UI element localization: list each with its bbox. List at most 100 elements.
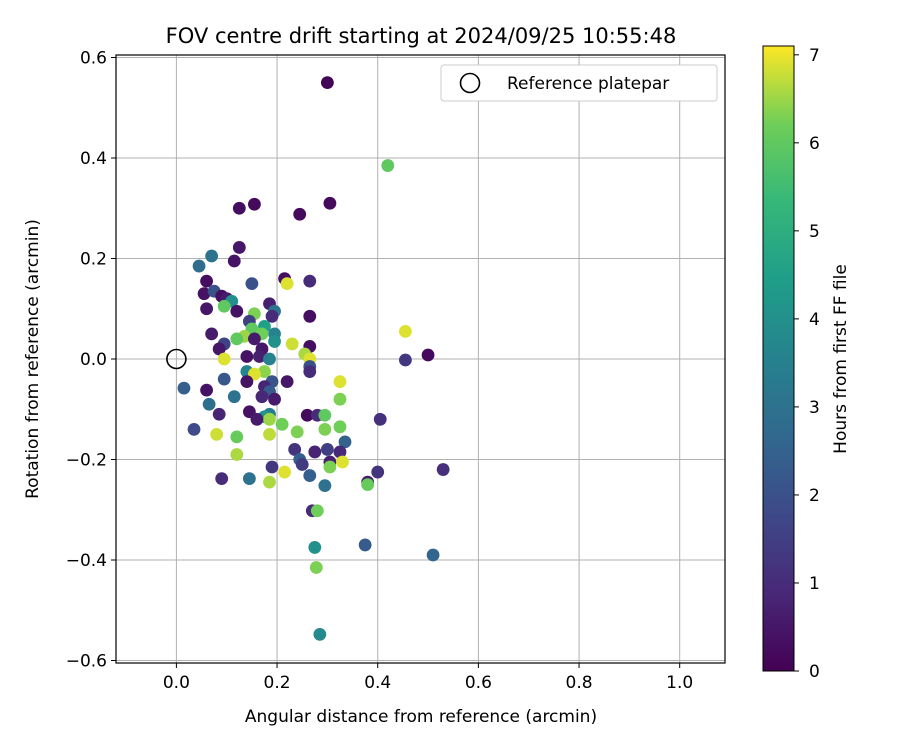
- data-point: [290, 425, 304, 439]
- legend-box: [440, 64, 718, 102]
- colorbar-tick-label: 2: [809, 486, 820, 506]
- data-point: [227, 390, 241, 404]
- data-point: [200, 302, 213, 316]
- data-point: [248, 197, 261, 211]
- data-point: [323, 460, 337, 474]
- data-point: [333, 445, 347, 459]
- data-point: [381, 159, 395, 172]
- data-point: [320, 76, 334, 90]
- data-point: [217, 352, 231, 366]
- colorbar-tick-label: 1: [809, 574, 820, 594]
- data-point: [205, 327, 219, 341]
- data-point: [202, 397, 216, 411]
- data-point: [421, 348, 435, 362]
- data-point: [285, 337, 299, 351]
- x-tick-label: 0.6: [465, 673, 492, 693]
- chart-title: FOV centre drift starting at 2024/09/25 …: [166, 24, 677, 48]
- data-point: [232, 241, 246, 254]
- grid-lines: [116, 55, 725, 663]
- x-tick-label: 0.8: [566, 673, 593, 693]
- data-point: [373, 412, 387, 426]
- data-point: [212, 342, 226, 356]
- data-point: [187, 422, 201, 436]
- data-point: [310, 504, 324, 518]
- data-point: [197, 287, 211, 301]
- data-point: [268, 392, 281, 406]
- x-axis-ticks: 0.0 0.2 0.4 0.6 0.8 1.0: [163, 663, 693, 693]
- data-point: [275, 417, 289, 431]
- data-point: [295, 458, 309, 471]
- data-point: [333, 375, 347, 389]
- colorbar-tick-label: 7: [809, 46, 820, 66]
- data-point: [263, 427, 276, 441]
- x-tick-label: 1.0: [666, 673, 693, 693]
- data-point: [313, 627, 327, 641]
- data-point: [323, 196, 337, 210]
- data-point: [303, 469, 317, 482]
- data-point: [263, 352, 276, 366]
- data-point: [242, 472, 256, 485]
- data-point: [303, 365, 317, 378]
- x-tick-label: 0.4: [364, 673, 391, 693]
- data-point: [288, 443, 302, 456]
- data-point: [358, 538, 372, 552]
- data-point: [255, 390, 269, 404]
- colorbar-tick-label: 0: [809, 662, 820, 682]
- y-tick-label: 0.2: [80, 250, 107, 270]
- data-point: [258, 365, 271, 378]
- data-point: [200, 383, 213, 397]
- data-point: [426, 548, 440, 562]
- data-point: [303, 309, 317, 323]
- data-point: [278, 465, 292, 479]
- data-point: [336, 455, 349, 469]
- data-point: [300, 408, 314, 422]
- data-point: [227, 254, 241, 268]
- data-point: [361, 478, 375, 492]
- x-tick-label: 0.0: [163, 673, 190, 693]
- data-point: [399, 324, 412, 338]
- data-point: [399, 353, 412, 367]
- data-point: [308, 445, 322, 459]
- y-tick-label: 0.0: [80, 350, 107, 370]
- data-point: [177, 381, 191, 395]
- colorbar-gradient: [762, 45, 795, 672]
- data-point: [230, 332, 244, 346]
- y-tick-label: −0.2: [66, 450, 107, 470]
- data-point: [318, 422, 332, 436]
- colorbar: 0 1 2 3 4 5 6 7 Hours from first FF file: [762, 45, 851, 682]
- data-point: [436, 463, 450, 476]
- data-point: [240, 350, 254, 363]
- data-point: [230, 430, 244, 444]
- data-point: [263, 475, 276, 489]
- data-point: [217, 299, 231, 313]
- colorbar-tick-label: 6: [809, 134, 820, 154]
- data-point: [333, 392, 347, 406]
- colorbar-ticks: 0 1 2 3 4 5 6 7: [794, 46, 820, 682]
- colorbar-label: Hours from first FF file: [831, 264, 851, 454]
- data-point: [248, 332, 261, 346]
- data-point: [320, 443, 334, 456]
- legend: Reference platepar: [440, 64, 718, 102]
- data-point: [240, 375, 254, 389]
- data-point: [200, 274, 213, 288]
- y-axis-label: Rotation from reference (arcmin): [23, 219, 43, 499]
- data-point: [308, 541, 322, 554]
- data-point: [250, 412, 264, 426]
- data-point: [205, 249, 219, 263]
- data-point: [265, 309, 279, 323]
- data-point: [338, 435, 352, 449]
- colorbar-tick-label: 4: [809, 310, 820, 330]
- x-axis-label: Angular distance from reference (arcmin): [245, 707, 597, 727]
- colorbar-tick-label: 5: [809, 222, 820, 242]
- data-point: [263, 412, 276, 426]
- reference-point-marker: [166, 348, 187, 370]
- data-point: [230, 304, 244, 318]
- legend-label: Reference platepar: [507, 74, 669, 94]
- data-point: [232, 201, 246, 215]
- y-axis-ticks: −0.6 −0.4 −0.2 0.0 0.2 0.4 0.6: [66, 49, 116, 671]
- data-point: [212, 407, 226, 421]
- data-point: [210, 427, 224, 441]
- data-point: [253, 350, 266, 363]
- x-tick-label: 0.2: [264, 673, 291, 693]
